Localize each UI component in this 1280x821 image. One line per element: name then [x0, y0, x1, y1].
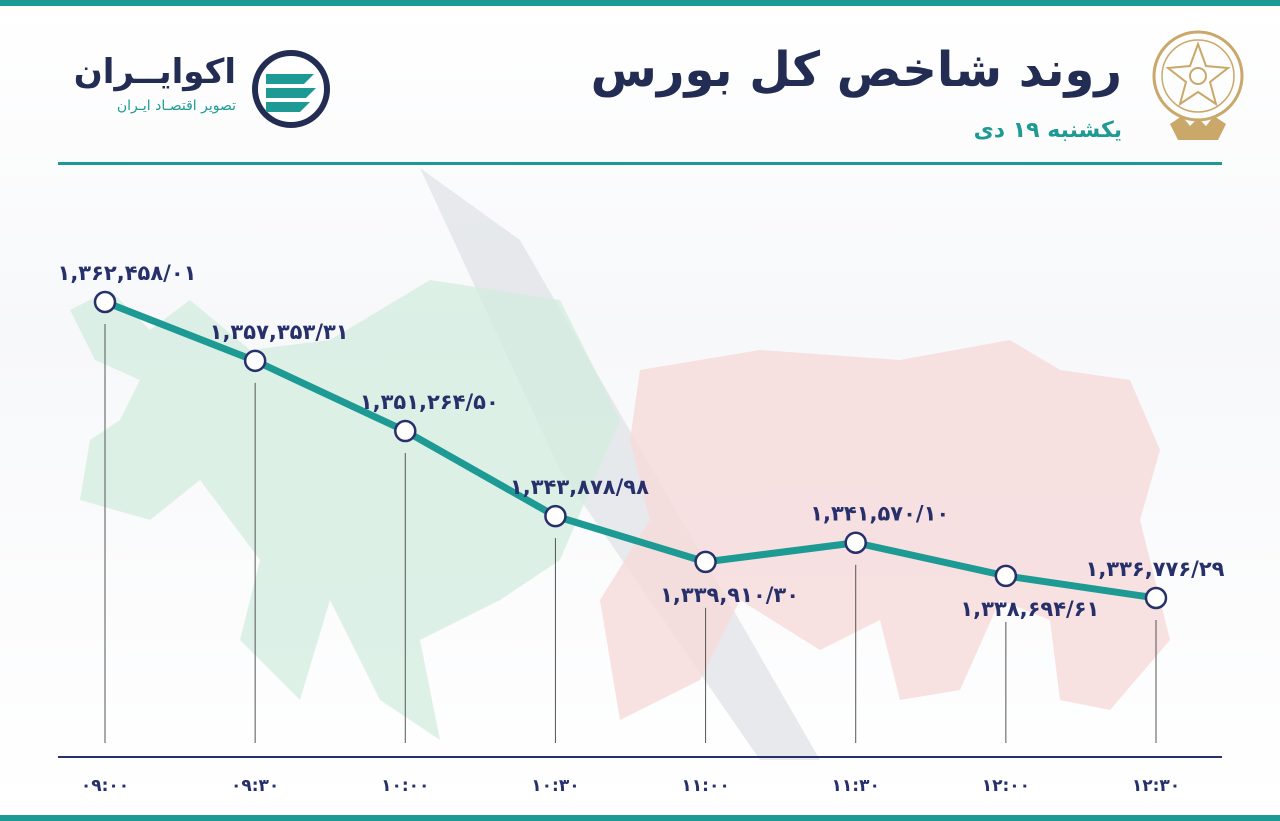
x-tick-label: ۰۹:۳۰ — [231, 776, 279, 796]
data-label: ۱,۳۵۱,۲۶۴/۵۰ — [360, 390, 499, 414]
brand-block: اکوایــران تصویر اقتصـاد ایـران — [73, 52, 236, 114]
data-label: ۱,۳۵۷,۳۵۳/۳۱ — [210, 320, 349, 344]
index-series-line — [101, 298, 1160, 602]
bull-icon — [70, 280, 620, 740]
data-point — [243, 349, 267, 373]
data-label: ۱,۳۳۹,۹۱۰/۳۰ — [660, 583, 799, 607]
x-tick-label: ۰۹:۰۰ — [81, 776, 129, 796]
x-tick-label: ۱۱:۰۰ — [681, 776, 729, 796]
header-divider — [58, 162, 1222, 165]
bull-bear-illustration — [70, 168, 1170, 760]
brand-tagline: تصویر اقتصـاد ایـران — [116, 98, 236, 114]
bear-icon — [600, 340, 1170, 720]
data-point — [994, 564, 1018, 588]
drop-lines — [104, 324, 1157, 743]
data-label: ۱,۳۶۲,۴۵۸/۰۱ — [58, 261, 197, 285]
data-point — [544, 504, 567, 528]
brand-name: اکوایــران — [73, 52, 236, 92]
data-points — [93, 290, 1168, 610]
tehran-stock-exchange-emblem-icon — [1152, 30, 1244, 140]
date-subtitle: یکشنبه ۱۹ دی — [973, 118, 1122, 143]
data-point — [1144, 586, 1168, 610]
x-tick-label: ۱۰:۳۰ — [531, 776, 579, 796]
ecoiran-logo-icon — [252, 50, 330, 128]
data-labels: ۱,۳۶۲,۴۵۸/۰۱ ۱,۳۵۷,۳۵۳/۳۱ ۱,۳۵۱,۲۶۴/۵۰ ۱,۳۴… — [58, 261, 1225, 621]
bottom-accent-bar — [0, 815, 1280, 821]
page-title: روند شاخص کل بورس — [590, 42, 1122, 98]
data-point — [694, 550, 717, 574]
x-tick-label: ۱۰:۰۰ — [381, 776, 429, 796]
data-point — [394, 419, 417, 443]
top-accent-bar — [0, 0, 1280, 6]
x-tick-label: ۱۲:۰۰ — [982, 776, 1030, 796]
data-label: ۱,۳۴۳,۸۷۸/۹۸ — [510, 475, 649, 499]
data-label: ۱,۳۳۸,۶۹۴/۶۱ — [960, 597, 1099, 621]
x-tick-label: ۱۱:۳۰ — [832, 776, 880, 796]
x-tick-labels: ۰۹:۰۰ ۰۹:۳۰ ۱۰:۰۰ ۱۰:۳۰ ۱۱:۰۰ ۱۱:۳۰ ۱۲:۰۰ ۱۲:۳۰ — [81, 776, 1180, 796]
data-point — [93, 290, 117, 314]
data-label: ۱,۳۴۱,۵۷۰/۱۰ — [810, 502, 949, 526]
x-tick-label: ۱۲:۳۰ — [1132, 776, 1180, 796]
data-point — [844, 531, 867, 554]
data-label: ۱,۳۳۶,۷۷۶/۲۹ — [1086, 557, 1225, 581]
